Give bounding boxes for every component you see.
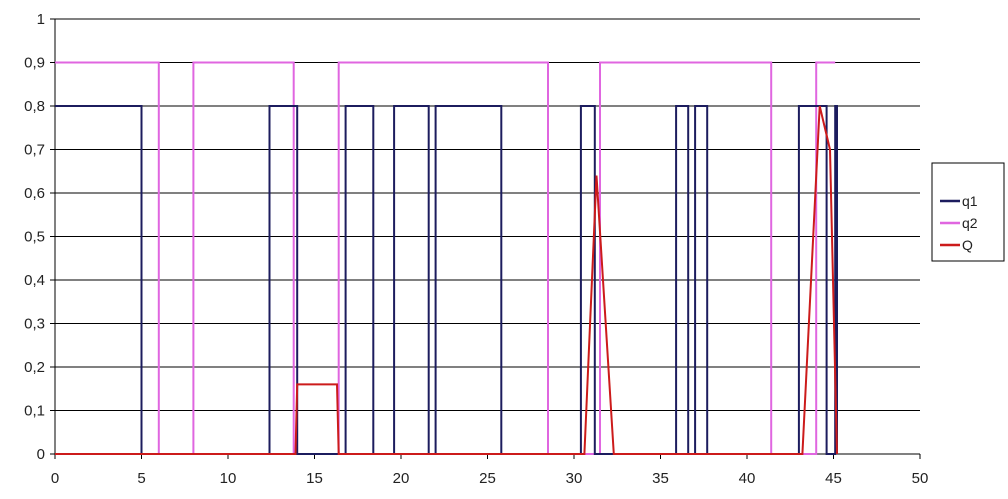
x-tick-label: 45: [825, 470, 842, 487]
legend-label-q2: q2: [962, 215, 978, 231]
y-tick-label: 0,3: [24, 316, 45, 333]
x-tick-label: 50: [912, 470, 929, 487]
legend-label-Q: Q: [962, 237, 973, 253]
y-tick-label: 0,2: [24, 359, 45, 376]
series-line-Q: [55, 105, 838, 455]
y-tick-label: 0,8: [24, 98, 45, 115]
y-tick-label: 0,1: [24, 403, 45, 420]
y-tick-label: 0,7: [24, 142, 45, 159]
y-tick-label: 0,6: [24, 185, 45, 202]
x-tick-label: 5: [137, 470, 145, 487]
series-lines: [55, 61, 838, 455]
x-tick-label: 30: [566, 470, 583, 487]
series-line-q2: [55, 61, 836, 455]
x-tick-label: 25: [479, 470, 496, 487]
legend-label-q1: q1: [962, 193, 978, 209]
axes: [50, 18, 921, 459]
y-tick-label: 0,5: [24, 229, 45, 246]
y-tick-label: 0: [37, 446, 45, 463]
x-tick-label: 10: [220, 470, 237, 487]
x-tick-label: 15: [306, 470, 323, 487]
y-tick-label: 1: [37, 11, 45, 28]
x-tick-labels: 0 5 10 15 20 25 30 35 40 45 50: [51, 470, 929, 487]
legend: q1 q2 Q: [931, 162, 1005, 262]
x-tick-label: 40: [739, 470, 756, 487]
x-tick-label: 0: [51, 470, 59, 487]
x-tick-label: 35: [652, 470, 669, 487]
x-tick-label: 20: [393, 470, 410, 487]
y-tick-label: 0,9: [24, 55, 45, 72]
y-tick-label: 0,4: [24, 272, 45, 289]
gridlines: [55, 18, 920, 411]
y-tick-labels: 0 0,1 0,2 0,3 0,4 0,5 0,6 0,7 0,8 0,9 1: [24, 11, 45, 463]
